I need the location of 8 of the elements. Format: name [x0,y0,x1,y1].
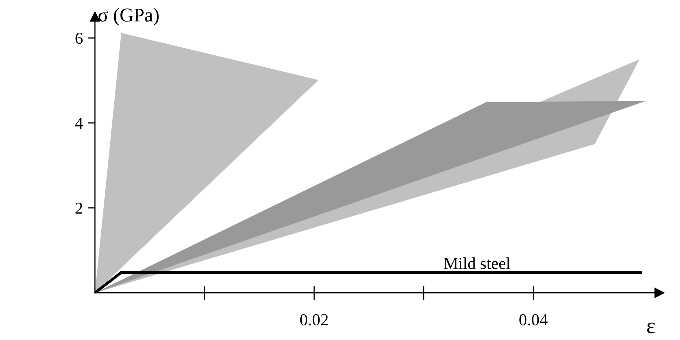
y-tick-label: 2 [76,202,82,214]
y-axis-title: σ (GPa) [98,8,159,26]
x-axis-title: ε [647,322,656,334]
x-tick-label: 0.02 [300,314,328,326]
x-tick-label: 0.04 [520,314,548,326]
y-tick-label: 6 [76,32,83,44]
y-tick-label: 4 [75,118,84,129]
series-label: Mild steel [444,258,510,270]
